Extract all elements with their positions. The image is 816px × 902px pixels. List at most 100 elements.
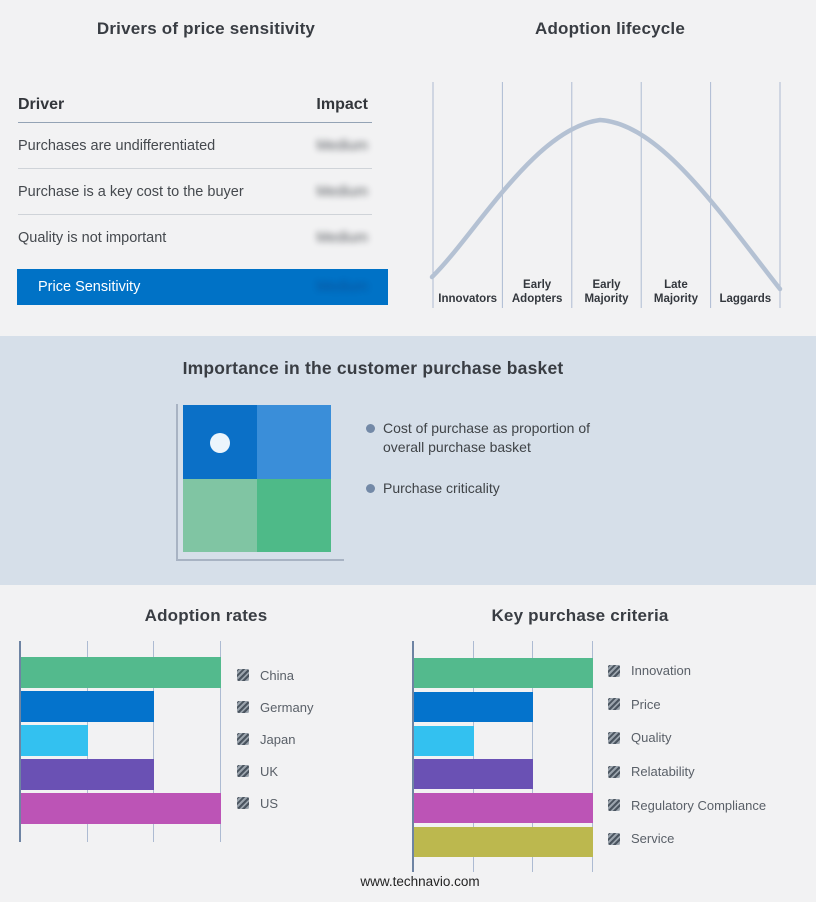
hatched-swatch-icon — [608, 799, 620, 812]
bar-quality — [414, 725, 474, 756]
bar-innovation — [414, 658, 593, 688]
legend-label: Price — [631, 696, 661, 712]
legend-label: Innovation — [631, 663, 691, 679]
basket-title: Importance in the customer purchase bask… — [182, 358, 564, 378]
adoption-rates-legend: China Germany Japan UK US — [237, 659, 313, 819]
bullet-icon — [366, 484, 375, 493]
drivers-title: Drivers of price sensitivity — [96, 19, 316, 38]
price-sensitivity-label: Price Sensitivity — [38, 279, 141, 295]
bar-service — [414, 827, 593, 857]
bullet-text: Purchase criticality — [383, 480, 500, 496]
quadrant-bottom-right — [257, 478, 331, 552]
lifecycle-chart: Innovators Early Adopters Early Majority La… — [420, 80, 795, 312]
bar-china — [21, 657, 221, 688]
legend-item-china: China — [237, 659, 313, 691]
legend-item-service: Service — [608, 822, 766, 856]
hatched-swatch-icon — [608, 765, 620, 778]
hatched-swatch-icon — [237, 765, 249, 777]
table-row: Quality is not important Medium — [18, 215, 372, 260]
quadrant-top-right — [257, 405, 331, 479]
bullet-icon — [366, 424, 375, 433]
hatched-swatch-icon — [608, 698, 620, 711]
bullet-item: Purchase criticality — [366, 479, 636, 498]
legend-item-price: Price — [608, 688, 766, 722]
legend-label: UK — [260, 763, 279, 779]
legend-label: Germany — [260, 699, 314, 715]
lifecycle-title: Adoption lifecycle — [534, 19, 685, 38]
legend-label: Japan — [260, 731, 296, 747]
price-sensitivity-row: Price Sensitivity Medium — [17, 269, 388, 305]
table-row: Purchases are undifferentiated Medium — [18, 123, 372, 169]
price-sensitivity-impact: Medium — [316, 279, 368, 295]
position-marker-dot — [210, 433, 230, 453]
lifecycle-svg — [429, 82, 783, 308]
legend-item-regulatory-compliance: Regulatory Compliance — [608, 788, 766, 822]
stage-label-laggards: Laggards — [719, 293, 772, 305]
gridline — [532, 641, 533, 872]
quadrant-top-left — [183, 405, 257, 479]
hatched-swatch-icon — [608, 664, 620, 677]
bullet-text: Cost of purchase as proportion of overal… — [383, 420, 591, 455]
legend-label: Service — [631, 831, 675, 847]
bullet-item: Cost of purchase as proportion of overal… — [366, 419, 636, 456]
driver-cell: Purchase is a key cost to the buyer — [18, 183, 244, 200]
quadrant-matrix — [183, 405, 331, 552]
adoption-rates-title: Adoption rates — [144, 606, 268, 625]
drivers-table: Driver Impact Purchases are undifferenti… — [18, 96, 372, 260]
hatched-swatch-icon — [237, 797, 249, 809]
legend-item-innovation: Innovation — [608, 654, 766, 688]
hatched-swatch-icon — [237, 669, 249, 681]
bar-price — [414, 691, 534, 722]
quadrant-x-axis — [176, 559, 344, 561]
hatched-swatch-icon — [237, 701, 249, 713]
bar-regulatory-compliance — [414, 793, 593, 824]
column-header-driver: Driver — [18, 96, 65, 113]
legend-label: Regulatory Compliance — [631, 797, 767, 813]
adoption-rates-plot — [19, 641, 221, 842]
legend-label: Quality — [631, 730, 672, 746]
driver-cell: Purchases are undifferentiated — [18, 137, 216, 154]
table-row: Purchase is a key cost to the buyer Mediu… — [18, 169, 372, 215]
hatched-swatch-icon — [237, 733, 249, 745]
impact-cell: Medium — [316, 183, 368, 200]
bar-us — [21, 793, 221, 824]
impact-cell: Medium — [316, 137, 368, 154]
stage-label-innovators: Innovators — [438, 293, 498, 305]
hatched-swatch-icon — [608, 832, 620, 845]
bar-germany — [21, 691, 155, 722]
stage-label-early-majority: Early Majority — [584, 279, 629, 305]
hatched-swatch-icon — [608, 731, 620, 744]
lifecycle-stage-labels: Innovators Early Adopters Early Majority La… — [433, 268, 780, 306]
bell-curve — [429, 117, 783, 292]
quadrant-bottom-left — [183, 478, 257, 552]
stage-label-late-majority: Late Majority — [653, 279, 698, 305]
gridline — [473, 641, 474, 872]
legend-label: US — [260, 795, 279, 811]
legend-label: China — [260, 667, 294, 683]
key-purchase-criteria-legend: Innovation Price Quality Relatability Regula… — [608, 654, 766, 856]
drivers-table-header: Driver Impact — [18, 96, 372, 123]
driver-cell: Quality is not important — [18, 229, 167, 246]
gridline — [153, 641, 154, 842]
bar-uk — [21, 759, 155, 790]
gridline — [220, 641, 221, 842]
legend-item-uk: UK — [237, 755, 313, 787]
column-header-impact: Impact — [316, 96, 368, 113]
legend-item-quality: Quality — [608, 721, 766, 755]
legend-item-japan: Japan — [237, 723, 313, 755]
legend-item-us: US — [237, 787, 313, 819]
key-purchase-criteria-title: Key purchase criteria — [491, 606, 669, 625]
key-purchase-criteria-plot — [412, 641, 593, 872]
website-url: www.technavio.com — [360, 874, 480, 889]
drivers-table-rows: Purchases are undifferentiated Medium Purc… — [18, 123, 372, 260]
gridline — [592, 641, 593, 872]
bar-japan — [21, 725, 88, 756]
impact-cell: Medium — [316, 229, 368, 246]
legend-item-relatability: Relatability — [608, 755, 766, 789]
legend-label: Relatability — [631, 764, 695, 780]
purchase-basket-band — [0, 336, 816, 585]
legend-item-germany: Germany — [237, 691, 313, 723]
stage-label-early-adopters: Early Adopters — [511, 279, 563, 305]
bar-relatability — [414, 759, 534, 790]
